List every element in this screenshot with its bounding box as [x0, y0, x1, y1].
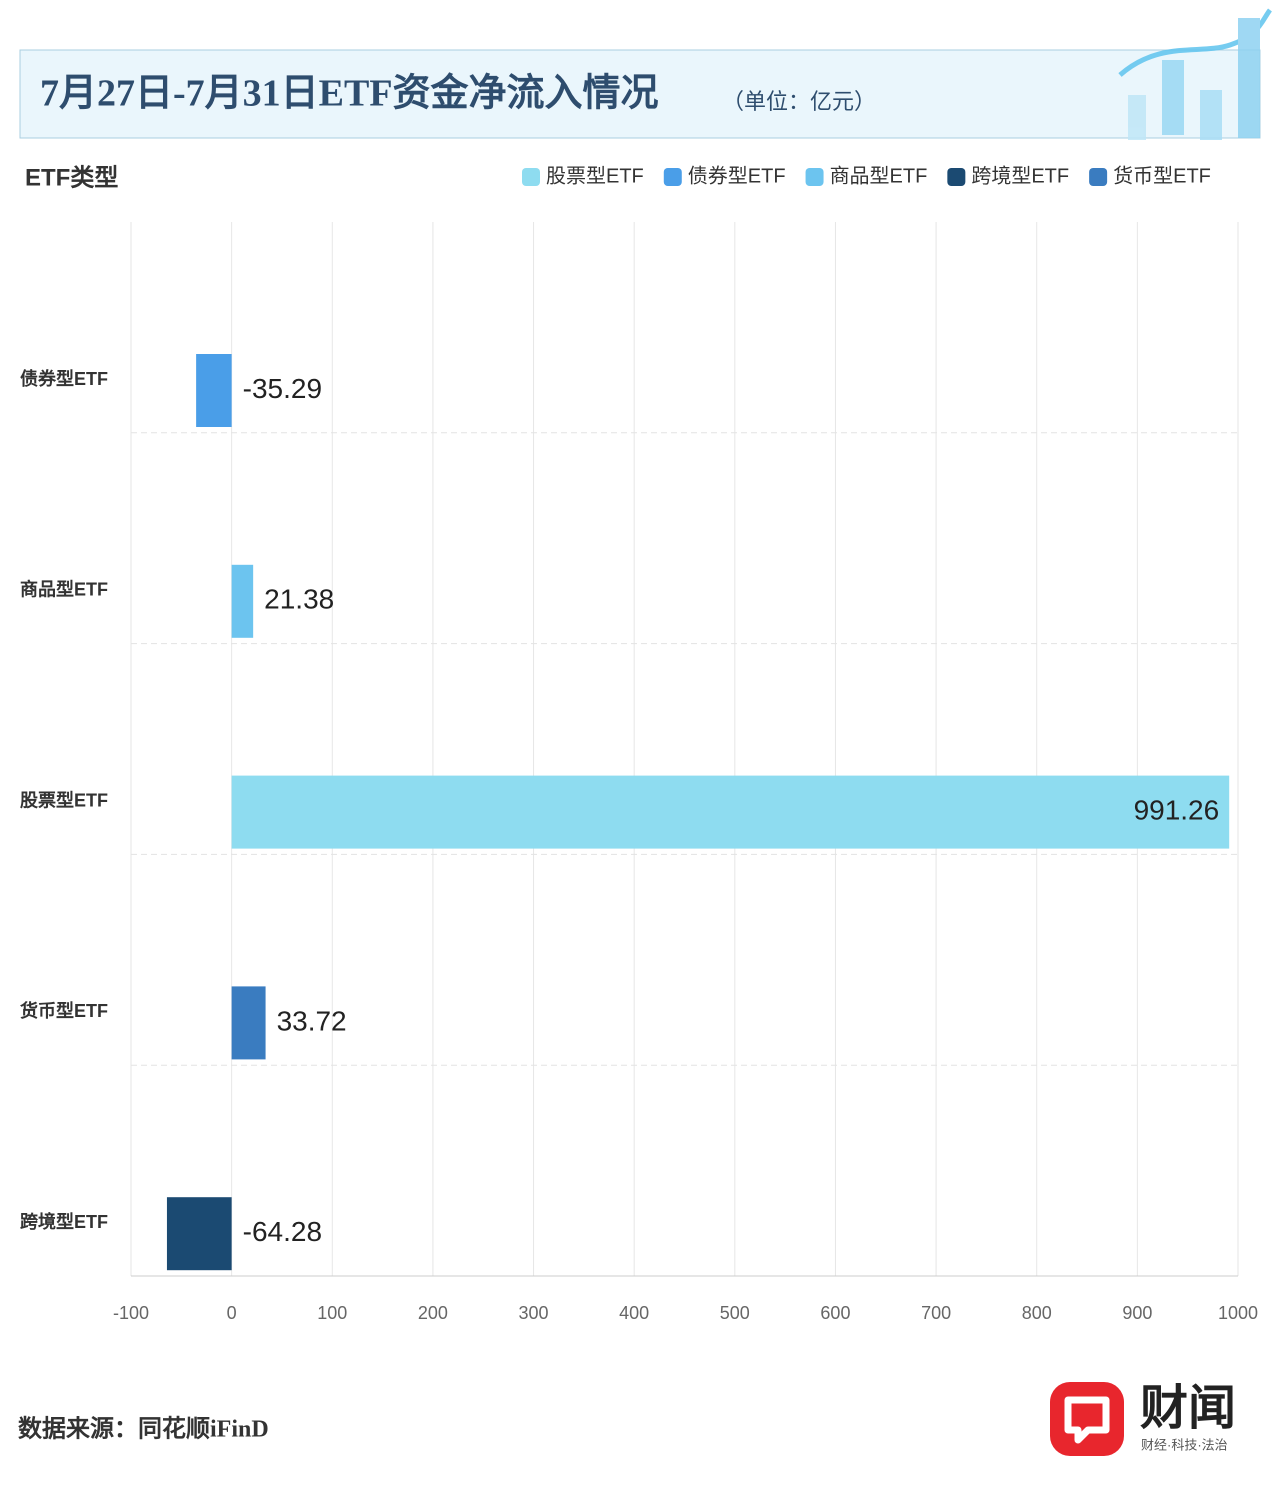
- bar: [196, 354, 232, 427]
- x-tick-label: 300: [519, 1303, 549, 1323]
- y-tick-label: 债券型ETF: [20, 368, 108, 389]
- legend-swatch: [947, 168, 966, 186]
- value-label: 21.38: [264, 584, 334, 615]
- logo-icon: [1050, 1382, 1124, 1456]
- x-tick-label: 800: [1022, 1303, 1052, 1323]
- x-tick-label: 500: [720, 1303, 750, 1323]
- decoration: [1118, 8, 1273, 140]
- legend-label: 货币型ETF: [1113, 164, 1211, 187]
- x-tick-label: 900: [1122, 1303, 1152, 1323]
- bar: [166, 1197, 232, 1271]
- legend-label: 商品型ETF: [830, 164, 928, 187]
- brand-tagline: 财经·科技·法治: [1141, 1437, 1228, 1452]
- value-label: 991.26: [1134, 794, 1220, 825]
- legend-swatch: [663, 168, 682, 186]
- y-tick-label: 商品型ETF: [20, 579, 108, 600]
- axis-label: ETF类型: [25, 164, 118, 191]
- y-tick-label: 股票型ETF: [19, 789, 108, 810]
- legend-swatch: [805, 168, 824, 186]
- bar: [231, 986, 266, 1060]
- chart-title: 7月27日-7月31日ETF资金净流入情况: [40, 72, 659, 115]
- x-tick-label: 1000: [1218, 1303, 1258, 1323]
- y-tick-label: 跨境型ETF: [20, 1211, 108, 1232]
- x-tick-label: 200: [418, 1303, 448, 1323]
- x-tick-label: -100: [113, 1303, 149, 1323]
- logo-glyph: [1064, 1396, 1110, 1444]
- x-tick-label: 100: [317, 1303, 347, 1323]
- legend-label: 跨境型ETF: [971, 164, 1069, 187]
- legend-swatch: [522, 168, 540, 186]
- bar: [231, 564, 254, 638]
- x-tick-label: 400: [619, 1303, 649, 1323]
- bar: [231, 775, 1230, 849]
- source: 数据来源：同花顺iFinD: [18, 1415, 269, 1443]
- chart-subtitle: （单位：亿元）: [722, 89, 876, 114]
- value-label: -35.29: [243, 373, 322, 404]
- legend-label: 股票型ETF: [546, 164, 644, 187]
- y-tick-label: 货币型ETF: [20, 1000, 108, 1021]
- brand: 财闻: [1140, 1382, 1236, 1435]
- x-tick-label: 600: [820, 1303, 850, 1323]
- legend-label: 债券型ETF: [688, 164, 786, 187]
- value-label: 33.72: [277, 1005, 347, 1036]
- legend-swatch: [1089, 168, 1108, 186]
- value-label: -64.28: [243, 1216, 322, 1247]
- title-box: [19, 49, 1261, 139]
- x-tick-label: 0: [227, 1303, 237, 1323]
- x-tick-label: 700: [921, 1303, 951, 1323]
